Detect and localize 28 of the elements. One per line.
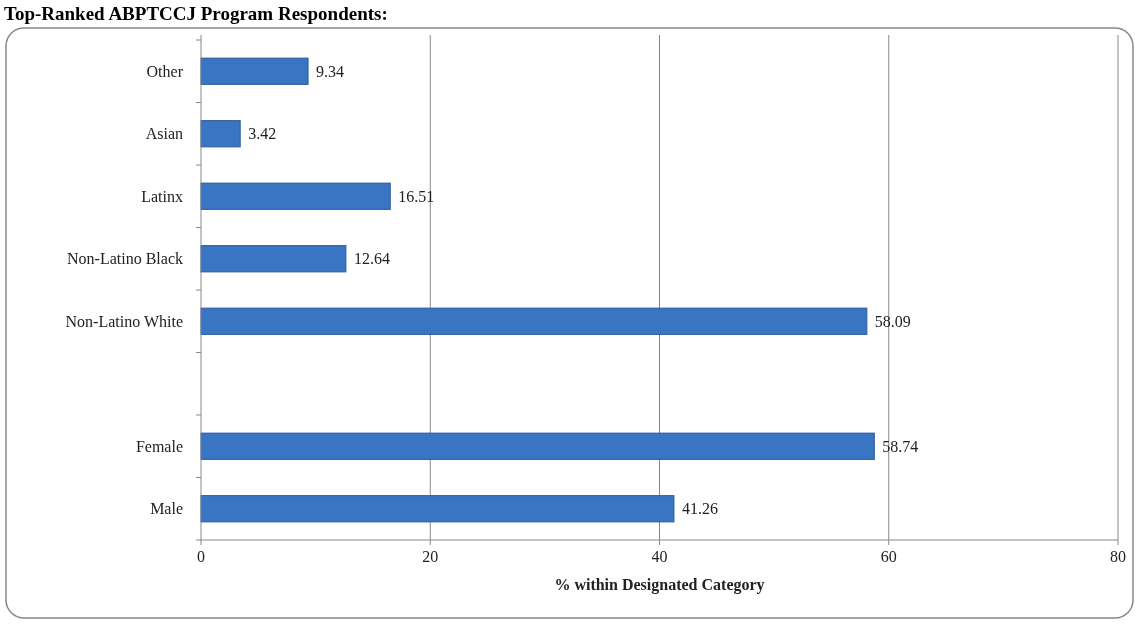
x-tick-label: 60 [880,548,897,565]
y-tick-label: Asian [145,125,183,143]
y-tick-label: Other [146,62,184,80]
data-label: 58.09 [874,312,911,330]
data-label: 9.34 [316,62,345,80]
chart-title: Top-Ranked ABPTCCJ Program Respondents: [4,3,388,24]
bar [200,307,868,335]
y-tick-label: Female [135,437,183,455]
x-tick-label: 40 [651,548,668,565]
x-tick-label: 0 [197,548,205,565]
bar [200,120,241,148]
bar [200,245,347,273]
data-label: 3.42 [248,125,277,143]
bar [200,182,391,210]
bar [200,432,875,460]
data-label: 16.51 [398,187,435,205]
y-tick-label: Non-Latino White [65,312,183,330]
x-tick-label: 20 [422,548,439,565]
y-tick-label: Latinx [141,187,183,205]
data-label: 12.64 [353,250,390,268]
bar [200,495,675,523]
x-axis-title: % within Designated Category [554,576,765,594]
data-label: 41.26 [681,500,718,518]
x-tick-label: 80 [1110,548,1126,565]
data-label: 58.74 [882,437,919,455]
y-tick-label: Non-Latino Black [67,250,183,268]
y-tick-label: Male [150,500,183,518]
bar [200,57,309,85]
